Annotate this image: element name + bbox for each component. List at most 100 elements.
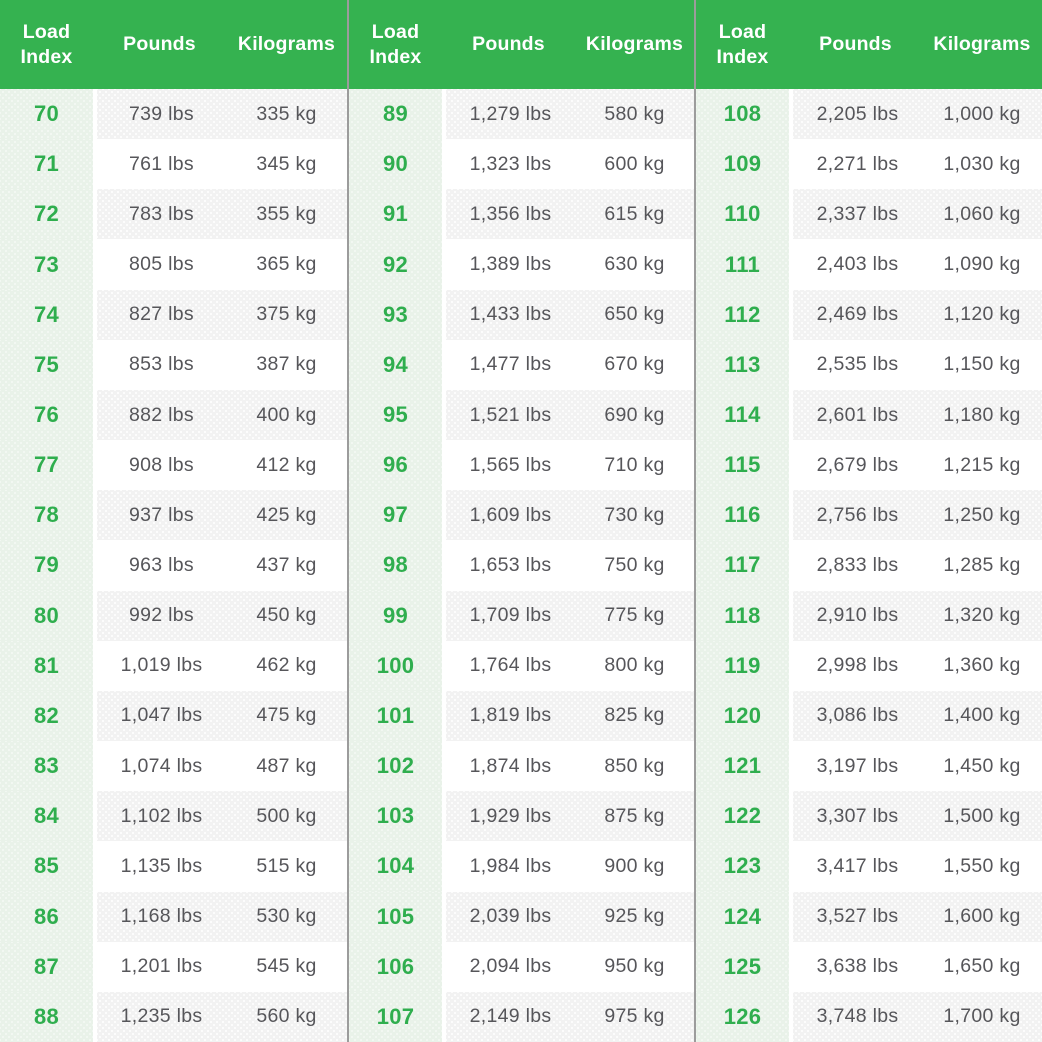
cell-pounds: 2,271 lbs — [816, 152, 899, 175]
cell-load-index: 106 — [349, 941, 442, 992]
cell-load-index: 115 — [696, 440, 789, 491]
row-data-cells: 1,433 lbs 650 kg — [446, 289, 694, 340]
cell-kilograms: 500 kg — [256, 804, 317, 827]
table-row: 102 1,874 lbs 850 kg — [349, 741, 694, 792]
cell-load-index: 95 — [349, 389, 442, 441]
table-row: 75 853 lbs 387 kg — [0, 339, 347, 390]
cell-pounds: 1,201 lbs — [120, 955, 203, 978]
cell-load-index: 100 — [349, 640, 442, 691]
cell-kilograms: 1,360 kg — [943, 654, 1021, 677]
row-data-cells: 1,168 lbs 530 kg — [97, 891, 347, 942]
cell-load-index: 110 — [696, 189, 789, 240]
cell-kilograms: 730 kg — [604, 503, 665, 526]
cell-load-index: 86 — [0, 891, 93, 942]
cell-kilograms: 487 kg — [256, 754, 317, 777]
cell-pounds: 937 lbs — [129, 503, 194, 526]
row-data-cells: 1,521 lbs 690 kg — [446, 389, 694, 441]
cell-kilograms: 1,215 kg — [943, 453, 1021, 476]
table-row: 109 2,271 lbs 1,030 kg — [696, 139, 1042, 190]
cell-load-index: 112 — [696, 289, 789, 340]
row-data-cells: 827 lbs 375 kg — [97, 289, 347, 340]
cell-kilograms: 437 kg — [256, 553, 317, 576]
header-cell-load-index: Load Index — [369, 21, 422, 68]
cell-kilograms: 375 kg — [256, 303, 317, 326]
table-section: Load Index Pounds Kilograms 70 739 lbs 3… — [0, 0, 347, 1042]
table-body: 70 739 lbs 335 kg 71 761 lbs 345 kg 72 7… — [0, 89, 347, 1042]
cell-pounds: 992 lbs — [129, 604, 194, 627]
table-row: 97 1,609 lbs 730 kg — [349, 490, 694, 541]
table-row: 82 1,047 lbs 475 kg — [0, 690, 347, 742]
header-cell-pounds: Pounds — [819, 33, 892, 56]
cell-load-index: 76 — [0, 389, 93, 441]
row-data-cells: 3,638 lbs 1,650 kg — [793, 941, 1042, 992]
table-row: 76 882 lbs 400 kg — [0, 389, 347, 441]
table-row: 85 1,135 lbs 515 kg — [0, 841, 347, 892]
cell-pounds: 1,653 lbs — [469, 553, 552, 576]
cell-kilograms: 975 kg — [604, 1005, 665, 1028]
cell-load-index: 72 — [0, 189, 93, 240]
row-data-cells: 963 lbs 437 kg — [97, 540, 347, 591]
row-data-cells: 783 lbs 355 kg — [97, 189, 347, 240]
cell-load-index: 99 — [349, 590, 442, 641]
cell-load-index: 120 — [696, 690, 789, 742]
table-row: 94 1,477 lbs 670 kg — [349, 339, 694, 390]
table-row: 119 2,998 lbs 1,360 kg — [696, 640, 1042, 691]
cell-kilograms: 800 kg — [604, 654, 665, 677]
cell-pounds: 1,019 lbs — [120, 654, 203, 677]
table-row: 126 3,748 lbs 1,700 kg — [696, 991, 1042, 1042]
cell-kilograms: 850 kg — [604, 754, 665, 777]
cell-load-index: 81 — [0, 640, 93, 691]
table-row: 120 3,086 lbs 1,400 kg — [696, 690, 1042, 742]
row-data-cells: 1,764 lbs 800 kg — [446, 640, 694, 691]
cell-kilograms: 600 kg — [604, 152, 665, 175]
cell-pounds: 2,910 lbs — [816, 604, 899, 627]
table-row: 91 1,356 lbs 615 kg — [349, 189, 694, 240]
table-row: 71 761 lbs 345 kg — [0, 139, 347, 190]
cell-kilograms: 670 kg — [604, 353, 665, 376]
cell-pounds: 2,094 lbs — [469, 955, 552, 978]
cell-kilograms: 1,550 kg — [943, 854, 1021, 877]
cell-kilograms: 1,650 kg — [943, 955, 1021, 978]
table-row: 116 2,756 lbs 1,250 kg — [696, 490, 1042, 541]
table-row: 125 3,638 lbs 1,650 kg — [696, 941, 1042, 992]
cell-load-index: 109 — [696, 139, 789, 190]
cell-pounds: 1,565 lbs — [469, 453, 552, 476]
row-data-cells: 1,279 lbs 580 kg — [446, 89, 694, 140]
cell-pounds: 1,135 lbs — [120, 854, 203, 877]
cell-load-index: 79 — [0, 540, 93, 591]
cell-kilograms: 710 kg — [604, 453, 665, 476]
cell-load-index: 74 — [0, 289, 93, 340]
cell-load-index: 93 — [349, 289, 442, 340]
cell-kilograms: 950 kg — [604, 955, 665, 978]
cell-load-index: 107 — [349, 991, 442, 1042]
header-cell-load-index: Load Index — [716, 21, 769, 68]
row-data-cells: 1,201 lbs 545 kg — [97, 941, 347, 992]
cell-pounds: 2,469 lbs — [816, 303, 899, 326]
table-row: 78 937 lbs 425 kg — [0, 490, 347, 541]
cell-kilograms: 1,120 kg — [943, 303, 1021, 326]
table-row: 113 2,535 lbs 1,150 kg — [696, 339, 1042, 390]
table-row: 73 805 lbs 365 kg — [0, 239, 347, 290]
cell-load-index: 119 — [696, 640, 789, 691]
row-data-cells: 2,403 lbs 1,090 kg — [793, 239, 1042, 290]
cell-kilograms: 355 kg — [256, 202, 317, 225]
cell-pounds: 761 lbs — [129, 152, 194, 175]
cell-load-index: 104 — [349, 841, 442, 892]
row-data-cells: 3,527 lbs 1,600 kg — [793, 891, 1042, 942]
table-row: 84 1,102 lbs 500 kg — [0, 791, 347, 842]
cell-load-index: 102 — [349, 741, 442, 792]
header-cell-pounds: Pounds — [472, 33, 545, 56]
cell-pounds: 3,307 lbs — [816, 804, 899, 827]
cell-pounds: 1,279 lbs — [469, 102, 552, 125]
cell-load-index: 82 — [0, 690, 93, 742]
table-row: 83 1,074 lbs 487 kg — [0, 741, 347, 792]
cell-kilograms: 1,450 kg — [943, 754, 1021, 777]
cell-pounds: 3,197 lbs — [816, 754, 899, 777]
cell-kilograms: 1,090 kg — [943, 253, 1021, 276]
row-data-cells: 908 lbs 412 kg — [97, 440, 347, 491]
table-row: 74 827 lbs 375 kg — [0, 289, 347, 340]
cell-load-index: 77 — [0, 440, 93, 491]
cell-load-index: 94 — [349, 339, 442, 390]
cell-pounds: 1,235 lbs — [120, 1005, 203, 1028]
